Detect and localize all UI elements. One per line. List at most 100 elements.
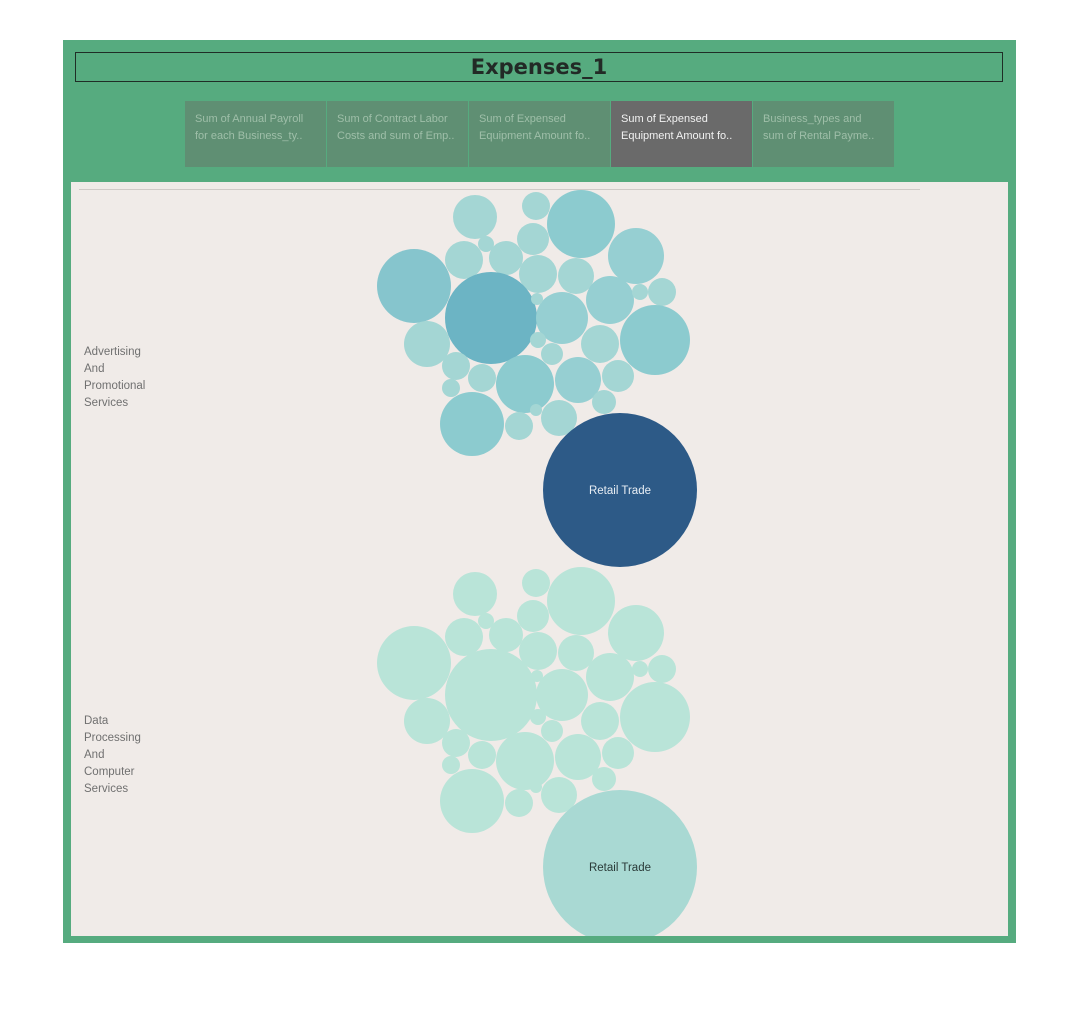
tab-label-line2: sum of Rental Payme.. [763, 130, 875, 142]
bubble[interactable] [505, 412, 533, 440]
tab-label-line1: Sum of Annual Payroll [195, 113, 304, 125]
bubble-highlight[interactable] [543, 413, 697, 567]
bubble[interactable] [592, 767, 616, 791]
bubble[interactable] [531, 670, 543, 682]
bubble[interactable] [620, 682, 690, 752]
tab-label-line2: Equipment Amount fo.. [621, 130, 733, 142]
bubble[interactable] [496, 355, 554, 413]
bubble[interactable] [440, 769, 504, 833]
row-label-line: Data [84, 715, 109, 727]
tab-label-line2: Costs and sum of Emp.. [337, 130, 455, 142]
bubble[interactable] [547, 567, 615, 635]
dashboard-frame: Expenses_1 Sum of Annual Payroll for eac… [63, 40, 1016, 943]
bubble[interactable] [468, 741, 496, 769]
bubble[interactable] [530, 332, 546, 348]
bubble[interactable] [453, 195, 497, 239]
bubble[interactable] [555, 734, 601, 780]
bubble[interactable] [530, 709, 546, 725]
bubble[interactable] [541, 343, 563, 365]
bubble[interactable] [581, 702, 619, 740]
bubble[interactable] [478, 236, 494, 252]
bubble[interactable] [519, 632, 557, 670]
bubble[interactable] [445, 241, 483, 279]
header-divider [79, 189, 920, 190]
bubble-label: Retail Trade [589, 862, 651, 874]
bubble[interactable] [489, 618, 523, 652]
bubble[interactable] [632, 661, 648, 677]
bubble[interactable] [602, 360, 634, 392]
bubble[interactable] [632, 284, 648, 300]
bubble[interactable] [522, 192, 550, 220]
bubble[interactable] [478, 613, 494, 629]
row-label-line: And [84, 749, 105, 761]
row-label-data-processing: Data Processing And Computer Services [84, 713, 141, 798]
bubble[interactable] [547, 190, 615, 258]
bubble[interactable] [536, 292, 588, 344]
bubble[interactable] [517, 223, 549, 255]
bubble[interactable] [442, 729, 470, 757]
bubble[interactable] [442, 352, 470, 380]
bubble[interactable] [519, 255, 557, 293]
bubble[interactable] [608, 228, 664, 284]
bubble-group-advertising: Retail Trade [377, 190, 697, 567]
tab-annual-payroll[interactable]: Sum of Annual Payroll for each Business_… [185, 101, 326, 167]
bubble[interactable] [530, 404, 542, 416]
bubble[interactable] [442, 756, 460, 774]
bubble[interactable] [404, 321, 450, 367]
bubble-chart: Retail Trade Retail Trade [377, 190, 697, 936]
tab-label-line1: Sum of Expensed [479, 113, 566, 125]
bubble[interactable] [648, 278, 676, 306]
bubble[interactable] [648, 655, 676, 683]
bubble[interactable] [445, 272, 537, 364]
bubble-label: Retail Trade [589, 485, 651, 497]
bubble[interactable] [489, 241, 523, 275]
bubble[interactable] [602, 737, 634, 769]
bubble[interactable] [377, 626, 451, 700]
bubble[interactable] [558, 258, 594, 294]
bubble[interactable] [555, 357, 601, 403]
bubble[interactable] [592, 390, 616, 414]
bubble[interactable] [586, 276, 634, 324]
bubble[interactable] [531, 293, 543, 305]
bubble[interactable] [581, 325, 619, 363]
bubble[interactable] [468, 364, 496, 392]
tab-label-line1: Sum of Expensed [621, 113, 708, 125]
bubble[interactable] [442, 379, 460, 397]
bubble[interactable] [453, 572, 497, 616]
tab-expensed-equipment-1[interactable]: Sum of Expensed Equipment Amount fo.. [469, 101, 610, 167]
row-label-line: Promotional [84, 380, 146, 392]
bubble-highlight[interactable] [543, 790, 697, 936]
bubble[interactable] [496, 732, 554, 790]
row-label-line: And [84, 363, 105, 375]
tab-contract-labor[interactable]: Sum of Contract Labor Costs and sum of E… [327, 101, 468, 167]
row-label-line: Computer [84, 766, 135, 778]
dashboard-title: Expenses_1 [470, 55, 608, 79]
sheet-tabs: Sum of Annual Payroll for each Business_… [185, 101, 894, 167]
bubble[interactable] [505, 789, 533, 817]
row-label-line: Advertising [84, 346, 141, 358]
bubble[interactable] [541, 720, 563, 742]
bubble[interactable] [620, 305, 690, 375]
bubble[interactable] [517, 600, 549, 632]
bubble[interactable] [445, 649, 537, 741]
bubble[interactable] [404, 698, 450, 744]
bubble[interactable] [530, 781, 542, 793]
bubble[interactable] [608, 605, 664, 661]
bubble[interactable] [445, 618, 483, 656]
tab-label-line1: Business_types and [763, 113, 862, 125]
bubble[interactable] [440, 392, 504, 456]
row-label-advertising: Advertising And Promotional Services [84, 344, 145, 412]
row-label-line: Services [84, 783, 129, 795]
bubble[interactable] [536, 669, 588, 721]
bubble[interactable] [541, 777, 577, 813]
bubble[interactable] [558, 635, 594, 671]
bubble[interactable] [541, 400, 577, 436]
row-label-line: Processing [84, 732, 141, 744]
bubble[interactable] [586, 653, 634, 701]
tab-rental-payments[interactable]: Business_types and sum of Rental Payme.. [753, 101, 894, 167]
bubble[interactable] [522, 569, 550, 597]
tab-label-line2: for each Business_ty.. [195, 130, 303, 142]
tab-expensed-equipment-2[interactable]: Sum of Expensed Equipment Amount fo.. [611, 101, 752, 167]
dashboard-title-box: Expenses_1 [75, 52, 1003, 82]
bubble[interactable] [377, 249, 451, 323]
